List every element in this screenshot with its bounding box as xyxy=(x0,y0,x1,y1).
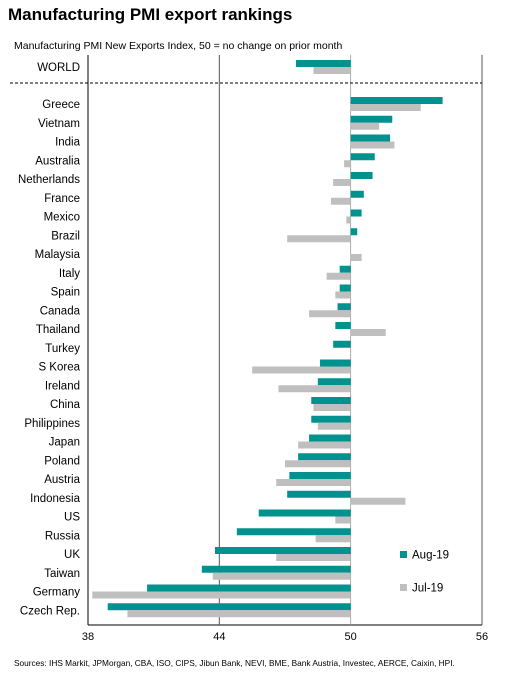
category-label: Australia xyxy=(35,155,80,167)
category-label: Russia xyxy=(45,530,81,542)
bar-jul-19 xyxy=(315,535,351,543)
category-label: Austria xyxy=(44,474,80,486)
bar-aug-19 xyxy=(337,303,351,311)
category-label: China xyxy=(50,399,81,411)
category-label: Brazil xyxy=(51,230,80,242)
category-label: S Korea xyxy=(38,362,80,374)
x-tick-label: 50 xyxy=(345,631,357,643)
bar-jul-19 xyxy=(212,572,351,580)
legend-swatch xyxy=(400,551,407,558)
category-label: WORLD xyxy=(37,62,80,74)
bar-aug-19 xyxy=(350,134,391,142)
bar-jul-19 xyxy=(344,160,351,168)
bar-jul-19 xyxy=(276,554,351,561)
bar-jul-19 xyxy=(313,404,351,411)
category-label: Thailand xyxy=(36,324,80,336)
bar-jul-19 xyxy=(317,422,351,430)
category-label: Malaysia xyxy=(35,249,81,261)
bar-aug-19 xyxy=(350,115,393,123)
bar-aug-19 xyxy=(258,509,351,517)
bar-jul-19 xyxy=(127,610,351,618)
bar-aug-19 xyxy=(298,453,351,461)
bar-aug-19 xyxy=(107,603,351,611)
category-label: Greece xyxy=(42,99,80,111)
bar-aug-19 xyxy=(147,584,351,592)
bar-aug-19 xyxy=(333,340,351,348)
category-label: India xyxy=(55,137,81,149)
category-label: France xyxy=(44,193,80,205)
bar-jul-19 xyxy=(285,460,351,468)
bar-aug-19 xyxy=(289,472,351,479)
bar-jul-19 xyxy=(326,272,351,280)
category-label: Vietnam xyxy=(38,118,80,130)
bar-aug-19 xyxy=(350,209,362,217)
bar-jul-19 xyxy=(350,254,362,261)
bar-aug-19 xyxy=(236,528,351,536)
category-label: Philippines xyxy=(24,418,80,430)
bar-aug-19 xyxy=(295,60,351,67)
bar-jul-19 xyxy=(252,366,351,374)
chart-subtitle: Manufacturing PMI New Exports Index, 50 … xyxy=(14,40,343,52)
bar-aug-19 xyxy=(317,378,351,386)
bar-aug-19 xyxy=(339,265,351,273)
bar-jul-19 xyxy=(313,67,351,74)
bar-aug-19 xyxy=(311,415,351,423)
category-label: Canada xyxy=(40,305,81,317)
bar-jul-19 xyxy=(309,310,351,318)
bar-jul-19 xyxy=(330,197,351,205)
bar-aug-19 xyxy=(350,228,358,236)
bar-aug-19 xyxy=(201,565,351,573)
category-label: Mexico xyxy=(44,212,80,224)
category-label: Czech Rep. xyxy=(20,605,80,617)
legend-label: Jul-19 xyxy=(412,583,443,595)
bar-jul-19 xyxy=(92,591,351,599)
bar-jul-19 xyxy=(350,141,395,149)
x-tick-label: 44 xyxy=(213,631,225,643)
category-label: Ireland xyxy=(45,380,80,392)
x-tick-label: 38 xyxy=(82,631,94,643)
chart-title: Manufacturing PMI export rankings xyxy=(8,5,293,24)
category-label: Italy xyxy=(59,268,80,280)
source-note: Sources: IHS Markit, JPMorgan, CBA, ISO,… xyxy=(14,658,455,668)
bar-jul-19 xyxy=(350,122,380,130)
category-label: UK xyxy=(64,549,80,561)
bar-jul-19 xyxy=(333,179,351,186)
category-label: Netherlands xyxy=(18,174,80,186)
bar-aug-19 xyxy=(350,97,443,104)
category-label: Taiwan xyxy=(44,568,80,580)
bar-aug-19 xyxy=(311,397,351,404)
bar-aug-19 xyxy=(335,322,351,329)
x-tick-label: 56 xyxy=(476,631,488,643)
bar-aug-19 xyxy=(320,359,351,367)
bar-aug-19 xyxy=(350,172,373,179)
bar-aug-19 xyxy=(339,284,351,292)
bar-jul-19 xyxy=(350,497,406,505)
category-label: Japan xyxy=(49,437,80,449)
category-label: Spain xyxy=(51,287,80,299)
legend-label: Aug-19 xyxy=(412,550,449,562)
bar-aug-19 xyxy=(309,434,351,442)
bar-aug-19 xyxy=(214,547,351,554)
bar-aug-19 xyxy=(350,190,364,198)
bar-jul-19 xyxy=(346,216,351,224)
bar-jul-19 xyxy=(298,441,351,449)
bar-jul-19 xyxy=(350,329,386,336)
category-label: Poland xyxy=(44,455,80,467)
category-label: Turkey xyxy=(45,343,80,355)
bar-jul-19 xyxy=(335,516,351,524)
bar-jul-19 xyxy=(276,479,351,486)
category-label: US xyxy=(64,512,80,524)
category-label: Germany xyxy=(33,587,81,599)
bar-aug-19 xyxy=(350,153,375,161)
bar-jul-19 xyxy=(335,291,351,299)
bar-jul-19 xyxy=(287,235,351,243)
category-label: Indonesia xyxy=(30,493,80,505)
bar-jul-19 xyxy=(278,385,351,393)
bar-aug-19 xyxy=(287,490,351,498)
bar-jul-19 xyxy=(350,104,421,111)
legend-swatch xyxy=(400,584,407,591)
